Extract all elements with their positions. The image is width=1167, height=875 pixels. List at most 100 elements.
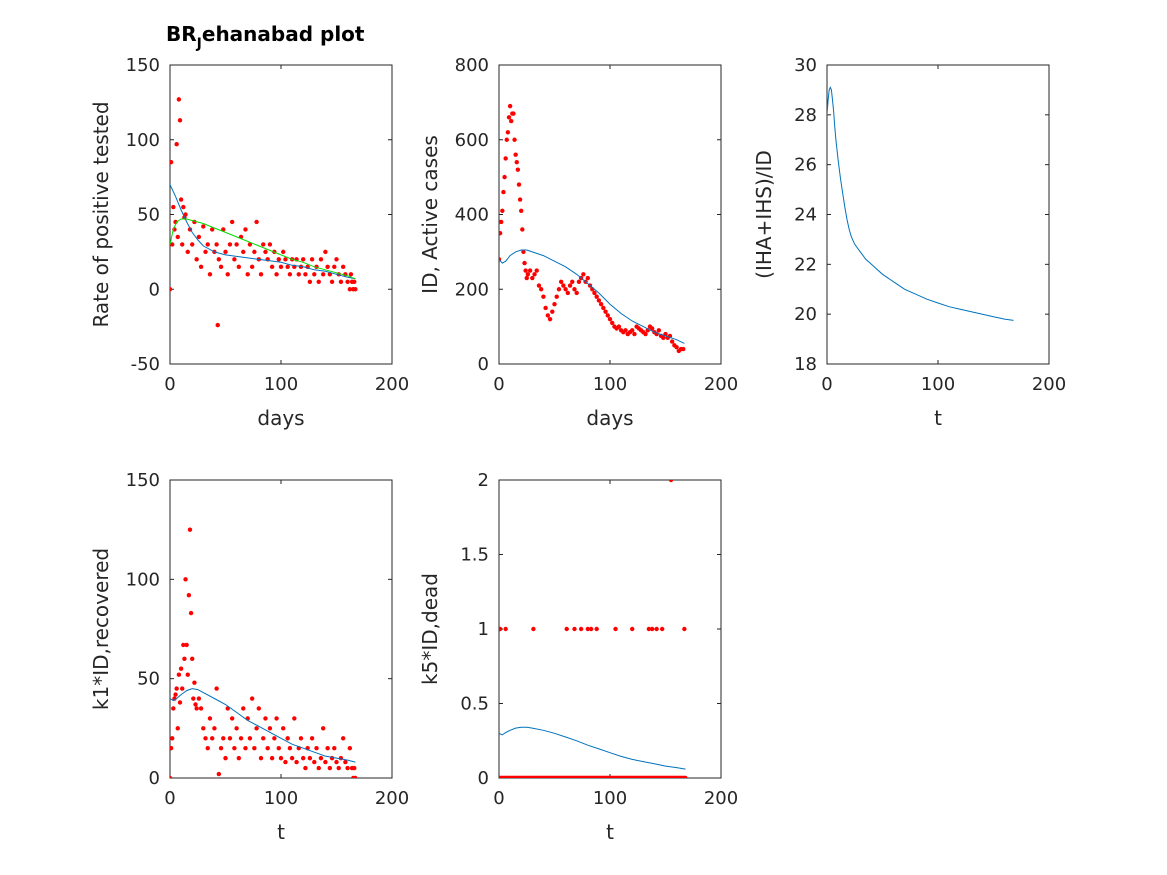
data-point [547,316,553,322]
data-point [289,755,295,761]
data-point [520,227,525,232]
data-point [554,294,559,299]
data-point [276,746,281,751]
data-point [581,272,586,277]
data-point [594,294,599,299]
data-point [216,771,222,777]
y-tick-label: 30 [794,55,817,76]
data-point [176,97,182,102]
data-point [530,275,535,281]
data-point [252,746,257,751]
data-point [292,716,297,721]
data-point [254,726,259,731]
data-point [511,111,516,116]
data-point [287,746,293,751]
data-point [301,755,306,761]
y-tick-label: 0 [478,354,489,375]
x-tick-label: 0 [164,374,175,395]
data-point [190,656,195,661]
data-point [588,626,594,632]
data-point [205,242,210,247]
data-point [258,755,264,761]
y-tick-label: 0 [149,768,160,789]
y-tick-label: 1.5 [460,545,489,566]
data-point [171,706,176,711]
data-point [185,249,190,255]
data-point [318,257,324,262]
data-point [185,672,190,677]
data-point [576,279,582,284]
data-point [332,746,337,751]
data-point [194,706,199,711]
data-point [178,666,184,671]
data-point [193,702,198,707]
y-tick-label: 20 [794,304,817,325]
data-point [649,626,655,632]
series-line-fit [170,184,356,280]
data-point [283,759,288,765]
data-point [249,264,255,270]
title-rest: ehanabad plot [202,22,365,46]
data-point [352,765,357,771]
data-point [503,156,508,161]
data-point [563,287,568,292]
data-point [572,626,577,632]
data-point [175,234,180,240]
data-point [209,736,215,741]
y-tick-label: 100 [126,569,160,590]
data-point [287,272,293,277]
x-axis-label: days [257,406,304,430]
data-point [278,264,284,270]
data-point [245,272,250,277]
data-point [348,272,354,277]
data-point [332,264,337,270]
data-point [556,287,562,292]
data-point [325,746,330,751]
y-tick-label: 800 [455,55,489,76]
data-point [320,726,326,731]
data-point [352,279,357,284]
plot-area [499,103,686,354]
data-point [329,279,335,284]
data-point [223,755,228,761]
y-axis-label: ID, Active cases [418,135,442,294]
data-point [327,765,333,771]
data-point [654,626,659,632]
x-axis-label: t [606,820,614,844]
data-point [303,765,308,771]
data-point [661,335,666,341]
data-point [221,736,226,741]
data-point [316,279,321,284]
data-point [681,346,686,352]
data-point [316,765,321,771]
y-tick-label: 18 [794,354,817,375]
data-point [198,264,204,270]
data-point [269,755,275,761]
data-point [215,322,220,328]
data-point [207,716,213,721]
data-point [572,287,577,292]
data-point [545,313,551,318]
data-point [170,746,174,751]
data-point [325,264,330,270]
data-point [521,249,526,255]
axes-box [169,479,393,779]
data-point [543,305,548,311]
data-point [269,264,275,270]
y-tick-label: 150 [126,55,160,76]
data-point [247,736,253,741]
data-point [340,736,346,741]
data-point [183,577,188,582]
data-point [570,279,575,284]
data-point [674,344,679,350]
data-point [578,626,584,632]
data-point [180,242,185,247]
data-point [630,626,635,632]
data-point [281,249,286,255]
data-point [183,212,188,217]
data-point [184,642,189,648]
data-point [323,249,328,255]
y-tick-label: -50 [131,354,160,375]
data-point [605,313,610,318]
